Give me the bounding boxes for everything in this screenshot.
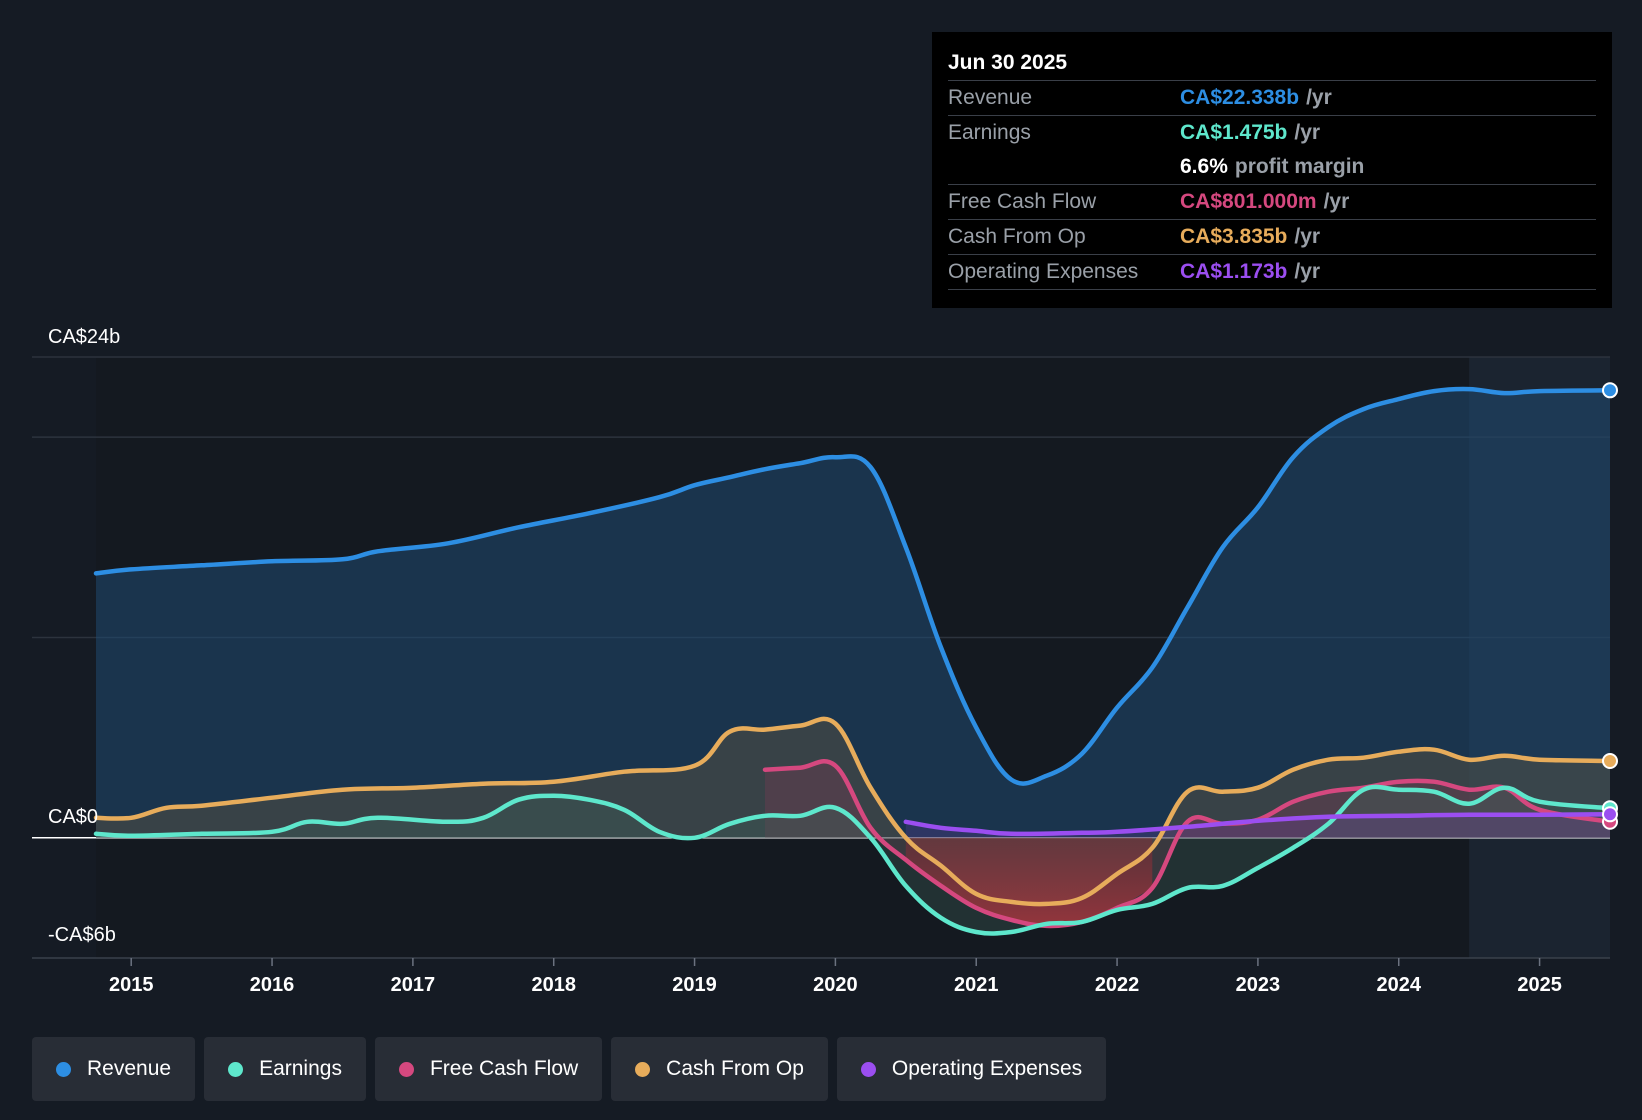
legend-item-free-cash-flow[interactable]: Free Cash Flow (374, 1037, 603, 1101)
y-axis-label-top: CA$24b (48, 326, 120, 348)
tooltip-unit: profit margin (1234, 155, 1365, 178)
tooltip-row-fcf: Free Cash Flow CA$801.000m /yr (948, 184, 1596, 219)
tooltip-row-opex: Operating Expenses CA$1.173b /yr (948, 254, 1596, 290)
x-tick-label: 2024 (1376, 974, 1421, 996)
y-axis-label-bottom: -CA$6b (48, 924, 116, 946)
cfo-line (93, 716, 1613, 907)
tooltip-unit: /yr (1306, 86, 1332, 109)
tooltip-unit: /yr (1294, 121, 1321, 144)
fcf-line (762, 759, 1613, 929)
tooltip-value: CA$22.338b (1180, 86, 1300, 109)
x-tick-label: 2020 (813, 974, 858, 996)
tooltip-date: Jun 30 2025 (948, 51, 1068, 74)
opex-area (905, 814, 1610, 838)
x-tick-label: 2023 (1236, 974, 1281, 996)
revenue-area (96, 388, 1610, 838)
earnings-dot-icon (228, 1061, 244, 1077)
revenue-end-marker (1602, 382, 1618, 399)
operating-expenses-dot-icon (860, 1061, 876, 1077)
cash-from-op-dot-icon (635, 1061, 651, 1077)
legend-item-operating-expenses[interactable]: Operating Expenses (836, 1037, 1107, 1101)
tooltip-unit: /yr (1323, 190, 1350, 213)
legend-item-cash-from-op[interactable]: Cash From Op (611, 1037, 828, 1101)
legend-item-earnings[interactable]: Earnings (204, 1037, 366, 1101)
tooltip-row-margin: 6.6% profit margin (948, 150, 1596, 184)
tooltip-profit-margin: 6.6% (1180, 155, 1228, 178)
tooltip-value: CA$3.835b (1180, 225, 1288, 248)
tooltip-label: Earnings (948, 121, 1031, 144)
legend-label: Free Cash Flow (429, 1057, 579, 1080)
legend-label: Revenue (87, 1057, 172, 1080)
x-tick-label: 2021 (954, 974, 999, 996)
tooltip-label: Revenue (948, 86, 1033, 109)
x-tick-label: 2022 (1095, 974, 1140, 996)
cfo-area (96, 718, 1610, 905)
opex-line (903, 812, 1613, 837)
legend-label: Cash From Op (666, 1057, 804, 1080)
revenue-dot-icon (56, 1061, 71, 1077)
tooltip-label: Operating Expenses (948, 260, 1139, 283)
revenue-line (93, 386, 1613, 786)
earnings-area (96, 786, 1610, 934)
x-tick-label: 2015 (109, 974, 154, 996)
tooltip-panel: Jun 30 2025 Revenue CA$22.338b /yr Earni… (932, 32, 1612, 308)
earnings-line (93, 784, 1613, 936)
tooltip-unit: /yr (1294, 225, 1321, 248)
opex-end-marker (1602, 806, 1618, 823)
tooltip-row-revenue: Revenue CA$22.338b /yr (948, 80, 1596, 115)
legend-item-revenue[interactable]: Revenue (32, 1037, 196, 1101)
x-tick-label: 2025 (1517, 974, 1562, 996)
free-cash-flow-dot-icon (398, 1061, 414, 1077)
tooltip-value: CA$801.000m (1180, 190, 1317, 213)
tooltip-row-earnings: Earnings CA$1.475b /yr (948, 115, 1596, 150)
tooltip-unit: /yr (1294, 260, 1321, 283)
tooltip-value: CA$1.475b (1180, 121, 1288, 144)
x-tick-label: 2019 (672, 974, 717, 996)
negative-cash-area (905, 837, 1153, 926)
tooltip-row-cfo: Cash From Op CA$3.835b /yr (948, 219, 1596, 254)
tooltip-value: CA$1.173b (1180, 260, 1288, 283)
x-tick-label: 2016 (250, 974, 295, 996)
y-axis-label-zero: CA$0 (48, 806, 98, 828)
cfo-end-marker (1602, 752, 1618, 769)
legend: Revenue Earnings Free Cash Flow Cash Fro… (32, 1037, 1107, 1101)
x-tick-label: 2017 (391, 974, 436, 996)
tooltip-label: Free Cash Flow (948, 190, 1097, 213)
legend-label: Earnings (259, 1057, 342, 1080)
x-tick-label: 2018 (531, 974, 576, 996)
legend-label: Operating Expenses (891, 1057, 1083, 1080)
tooltip-label: Cash From Op (948, 225, 1086, 248)
